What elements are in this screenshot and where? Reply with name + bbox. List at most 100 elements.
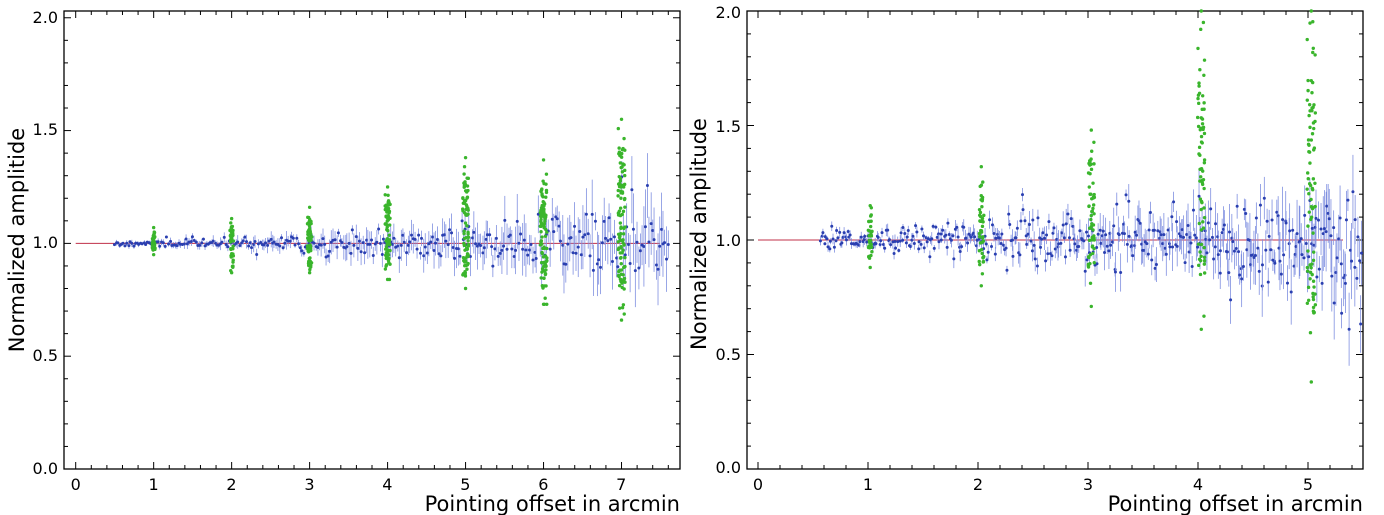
left-scan-point: [442, 233, 446, 237]
left-discrete-point: [466, 244, 471, 248]
left-discrete-point: [309, 219, 313, 224]
left-discrete-point: [308, 228, 312, 232]
left-scan-point: [112, 243, 116, 247]
left-discrete-point-min: [619, 318, 624, 322]
left-scan-point: [456, 247, 460, 251]
right-discrete-point: [1312, 126, 1316, 131]
right-scan-point: [1127, 234, 1131, 238]
left-discrete-point-max: [463, 155, 468, 160]
right-scan-point: [894, 246, 898, 250]
right-scan-point: [1180, 228, 1184, 232]
left-discrete-point: [388, 223, 392, 227]
right-scan-point: [1171, 245, 1175, 249]
right-scan-point: [1000, 232, 1004, 236]
right-scan-point: [960, 245, 964, 249]
left-discrete-point: [387, 239, 392, 244]
right-scan-point: [1350, 259, 1354, 263]
left-discrete-point-min: [151, 252, 156, 257]
left-discrete-point: [539, 217, 543, 222]
right-scan-point: [1281, 218, 1285, 222]
left-discrete-point: [543, 254, 548, 258]
left-scan-point: [352, 243, 356, 247]
left-scan-point: [340, 241, 344, 245]
right-scan-points: [818, 154, 1363, 366]
right-scan-point: [1186, 223, 1190, 227]
left-y-axis-label: Normalized amplitide: [5, 128, 29, 352]
left-scan-point: [600, 241, 604, 245]
left-discrete-point: [462, 164, 467, 169]
left-discrete-point: [539, 260, 544, 265]
right-scan-point: [883, 246, 887, 250]
right-scan-point: [1317, 267, 1321, 271]
left-scan-point: [345, 245, 349, 249]
left-discrete-point: [619, 226, 623, 230]
right-scan-point: [951, 234, 955, 238]
left-scan-point: [321, 237, 325, 241]
left-scan-point: [158, 244, 162, 248]
right-scan-point: [1285, 281, 1289, 285]
right-scan-point: [1323, 227, 1327, 231]
right-discrete-point: [1307, 150, 1311, 154]
left-scan-point: [408, 240, 412, 244]
right-scan-point: [846, 229, 850, 233]
left-scan-point: [420, 236, 424, 240]
right-scan-point: [859, 235, 863, 239]
right-scan-point: [1047, 220, 1051, 224]
right-discrete-point: [869, 230, 873, 234]
right-discrete-point-min: [868, 265, 872, 270]
left-discrete-point: [542, 207, 546, 211]
right-scan-point: [848, 233, 852, 237]
right-scan-point: [920, 227, 924, 231]
left-scan-point: [127, 244, 131, 248]
right-discrete-point: [1199, 207, 1203, 212]
left-scan-point: [432, 249, 436, 253]
right-discrete-point: [1202, 271, 1207, 275]
right-scan-point: [1046, 252, 1050, 256]
right-discrete-point: [1312, 146, 1317, 150]
right-scan-point: [898, 239, 902, 243]
right-scan-point: [1014, 236, 1018, 240]
left-discrete-point: [620, 279, 625, 284]
left-discrete-point: [545, 246, 549, 251]
left-scan-point: [357, 239, 361, 243]
right-scan-point: [1115, 202, 1119, 206]
right-discrete-point: [1202, 58, 1207, 62]
right-plot: 0.0 0.5 1.0 1.5 2.0 0 1 2 3 4 5 Pointing…: [687, 3, 1364, 515]
right-scan-point: [911, 234, 915, 238]
right-discrete-point: [1199, 228, 1203, 232]
left-scan-point: [637, 266, 641, 270]
right-scan-point: [1213, 245, 1217, 249]
right-scan-point: [1337, 237, 1341, 241]
right-discrete-point: [1199, 242, 1204, 247]
right-scan-point: [1321, 232, 1325, 236]
left-scan-point: [500, 248, 504, 252]
right-scan-point: [1137, 219, 1141, 223]
left-discrete-point: [618, 221, 623, 225]
right-scan-point: [1295, 232, 1299, 236]
right-discrete-point: [1091, 228, 1095, 232]
right-discrete-point: [1197, 221, 1202, 226]
left-scan-point: [645, 183, 649, 187]
right-discrete-point: [868, 234, 872, 238]
right-scan-point: [1229, 298, 1233, 302]
right-discrete-point: [1088, 253, 1093, 257]
right-discrete-point: [1089, 217, 1093, 222]
left-scan-point: [144, 243, 148, 247]
left-discrete-point-max: [619, 117, 624, 121]
right-scan-point: [1258, 203, 1262, 207]
left-discrete-point: [619, 255, 623, 260]
right-discrete-point-min: [1089, 304, 1094, 309]
right-discrete-point: [1197, 81, 1201, 85]
left-scan-point: [522, 238, 526, 242]
left-discrete-point-max: [541, 158, 546, 162]
right-scan-point: [1025, 242, 1029, 246]
right-discrete-point: [1090, 222, 1094, 226]
left-scan-point: [182, 242, 186, 246]
right-scan-point: [1242, 207, 1246, 211]
right-scan-point: [1133, 244, 1137, 248]
right-scan-point: [1329, 234, 1333, 238]
left-scan-point: [140, 242, 144, 246]
right-discrete-point: [1309, 138, 1314, 142]
left-scan-point: [485, 233, 489, 237]
right-discrete-point: [1308, 21, 1312, 25]
